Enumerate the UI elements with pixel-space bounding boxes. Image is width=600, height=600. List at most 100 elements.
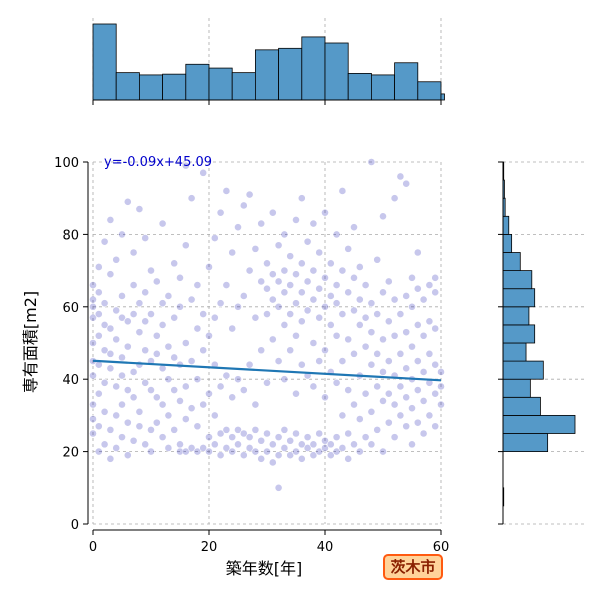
scatter-point	[379, 288, 387, 297]
scatter-point	[379, 335, 387, 344]
scatter-point	[152, 418, 161, 427]
scatter-point	[193, 375, 202, 384]
scatter-point	[326, 440, 335, 449]
x-tick-label: 40	[317, 540, 334, 555]
scatter-point	[123, 342, 132, 351]
scatter-point	[228, 447, 237, 456]
scatter-point	[373, 425, 382, 434]
scatter-point	[118, 230, 126, 239]
scatter-point	[239, 386, 248, 394]
scatter-point	[135, 407, 144, 416]
scatter-point	[176, 273, 184, 282]
scatter-point	[94, 263, 103, 271]
scatter-point	[199, 400, 208, 409]
scatter-point	[141, 288, 150, 297]
scatter-point	[413, 320, 422, 329]
scatter-point	[355, 295, 364, 304]
scatter-point	[234, 223, 242, 232]
scatter-point	[89, 400, 97, 409]
scatter-point	[303, 306, 312, 315]
scatter-point	[245, 444, 254, 452]
scatter-point	[419, 397, 428, 405]
scatter-point	[309, 440, 318, 449]
scatter-point	[292, 389, 300, 398]
scatter-point	[164, 342, 173, 351]
scatter-point	[280, 320, 289, 329]
scatter-point	[355, 320, 364, 329]
scatter-point	[280, 266, 289, 275]
scatter-point	[89, 371, 97, 380]
scatter-point	[408, 302, 416, 311]
y-tick-label: 40	[62, 373, 79, 388]
scatter-point	[181, 161, 190, 170]
scatter-point	[187, 444, 196, 452]
x-hist-bar	[185, 63, 210, 101]
scatter-point	[292, 216, 300, 224]
scatter-point	[147, 447, 155, 456]
scatter-point	[152, 331, 161, 340]
scatter-point	[193, 422, 202, 431]
scatter-point	[321, 436, 329, 445]
scatter-point	[263, 447, 271, 456]
y-hist-bar	[502, 396, 541, 416]
scatter-point	[251, 425, 260, 434]
scatter-point	[390, 194, 399, 203]
scatter-point	[152, 349, 161, 358]
scatter-point	[408, 440, 416, 449]
scatter-point	[199, 310, 208, 318]
scatter-point	[112, 306, 121, 315]
scatter-point	[222, 187, 231, 195]
scatter-point	[419, 295, 428, 304]
y-hist-bar	[502, 252, 521, 272]
scatter-point	[216, 208, 225, 217]
scatter-point	[176, 440, 184, 449]
scatter-point	[280, 375, 289, 384]
scatter-point	[89, 415, 97, 423]
scatter-point	[147, 425, 155, 434]
scatter-point	[332, 299, 341, 308]
scatter-point	[390, 433, 399, 442]
scatter-point	[413, 284, 422, 293]
scatter-point	[303, 444, 312, 452]
scatter-point	[315, 357, 324, 365]
scatter-point	[361, 389, 370, 398]
scatter-point	[234, 302, 242, 311]
scatter-point	[419, 368, 428, 376]
scatter-point	[309, 339, 318, 347]
scatter-point	[355, 263, 364, 271]
scatter-point	[396, 382, 405, 391]
scatter-point	[257, 277, 266, 286]
scatter-point	[100, 346, 109, 355]
scatter-point	[158, 433, 167, 442]
scatter-point	[268, 440, 277, 449]
scatter-point	[106, 270, 115, 279]
scatter-point	[268, 270, 277, 279]
scatter-point	[100, 378, 109, 387]
scatter-point	[100, 299, 109, 308]
scatter-point	[326, 320, 335, 329]
scatter-point	[402, 328, 411, 337]
scatter-point	[181, 415, 190, 423]
x-hist-bar	[92, 23, 117, 101]
scatter-point	[402, 292, 411, 300]
scatter-point	[216, 451, 225, 460]
scatter-point	[350, 349, 358, 358]
scatter-point	[361, 313, 370, 322]
scatter-point	[280, 230, 289, 239]
scatter-point	[315, 313, 324, 322]
scatter-point	[431, 422, 440, 431]
scatter-point	[106, 454, 115, 463]
x-tick-label: 60	[433, 540, 450, 555]
scatter-point	[297, 317, 306, 326]
scatter-point	[228, 248, 237, 257]
scatter-point	[402, 179, 411, 188]
y-tick-label: 80	[62, 228, 79, 243]
scatter-point	[402, 364, 411, 373]
scatter-point	[338, 357, 347, 365]
scatter-point	[170, 259, 179, 268]
scatter-point	[274, 241, 283, 250]
scatter-point	[286, 310, 295, 318]
scatter-point	[350, 440, 358, 449]
